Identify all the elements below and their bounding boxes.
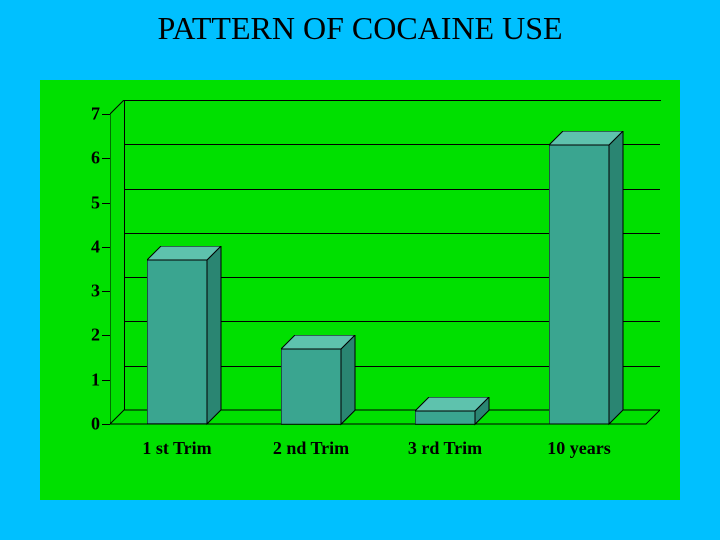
y-tick-label: 2 bbox=[65, 325, 100, 346]
plot-area: 012345671 st Trim2 nd Trim3 rd Trim10 ye… bbox=[110, 100, 660, 430]
y-tick-label: 3 bbox=[65, 281, 100, 302]
chart-area: 0 1 2 3 4 5 6 7 1 st Trim 2 nd Trim 3 rd Trim 10 ye… bbox=[40, 80, 680, 500]
x-tick-label: 1 st Trim bbox=[142, 438, 211, 459]
bar bbox=[147, 246, 223, 426]
x-tick-label: 10 years bbox=[547, 438, 610, 459]
x-tick-label: 2 nd Trim bbox=[273, 438, 349, 459]
chart-title: PATTERN OF COCAINE USE bbox=[0, 10, 720, 47]
bar bbox=[281, 335, 357, 426]
bar bbox=[549, 131, 625, 426]
y-tick-mark bbox=[102, 424, 110, 425]
y-tick-mark bbox=[102, 247, 110, 248]
y-tick-mark bbox=[102, 335, 110, 336]
y-tick-label: 1 bbox=[65, 369, 100, 390]
y-tick-mark bbox=[102, 380, 110, 381]
y-tick-label: 0 bbox=[65, 414, 100, 435]
y-tick-label: 5 bbox=[65, 192, 100, 213]
x-tick-label: 3 rd Trim bbox=[408, 438, 482, 459]
y-tick-mark bbox=[102, 114, 110, 115]
y-tick-label: 6 bbox=[65, 148, 100, 169]
slide: PATTERN OF COCAINE USE 0 1 2 3 4 5 6 7 1 st Trim… bbox=[0, 0, 720, 540]
bar bbox=[415, 397, 491, 426]
y-tick-label: 7 bbox=[65, 104, 100, 125]
y-tick-mark bbox=[102, 203, 110, 204]
y-tick-mark bbox=[102, 158, 110, 159]
y-tick-label: 4 bbox=[65, 236, 100, 257]
y-tick-mark bbox=[102, 291, 110, 292]
